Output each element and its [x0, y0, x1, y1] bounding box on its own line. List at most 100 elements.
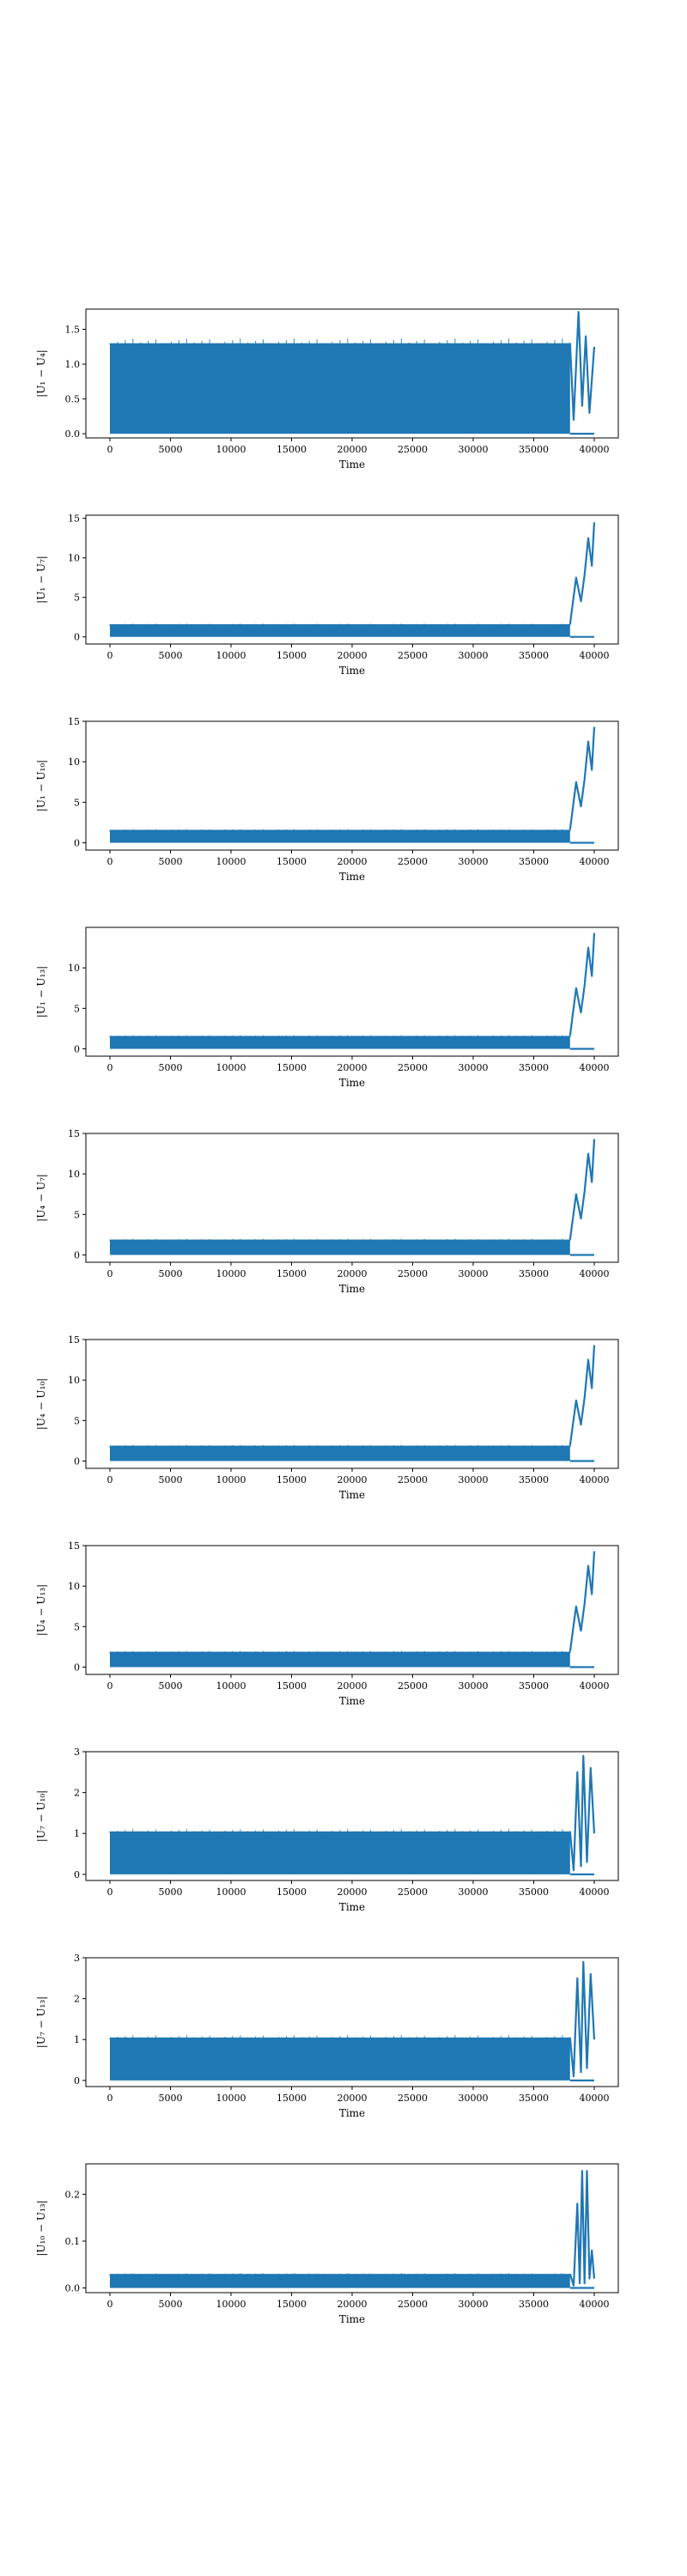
x-axis-label: Time [339, 1901, 365, 1913]
x-tick-label: 10000 [216, 1474, 246, 1485]
x-tick-label: 25000 [398, 1474, 428, 1485]
y-axis-label: |U₄ − U₇| [35, 1174, 47, 1222]
x-tick-label: 0 [107, 1062, 113, 1073]
y-tick-label: 5 [74, 1415, 80, 1426]
x-tick-label: 15000 [277, 1268, 307, 1279]
y-tick-label: 2 [74, 1994, 80, 2005]
x-tick-label: 35000 [519, 856, 549, 867]
y-tick-label: 2 [74, 1788, 80, 1799]
x-tick-label: 10000 [216, 2093, 246, 2104]
x-tick-label: 25000 [398, 1680, 428, 1692]
subplot-7: 0 5000 10000 15000 20000 25000 30000 35000 40000… [35, 1540, 619, 1707]
x-tick-label: 40000 [580, 1474, 610, 1485]
subplot-8: 0 5000 10000 15000 20000 25000 30000 35000 40000… [35, 1747, 619, 1913]
x-axis-label: Time [339, 1489, 365, 1501]
y-tick-label: 1 [74, 1828, 80, 1839]
y-tick-label: 15 [68, 1334, 80, 1346]
y-tick-label: 5 [74, 592, 80, 604]
x-tick-label: 35000 [519, 650, 549, 661]
x-tick-label: 10000 [216, 1268, 246, 1279]
y-tick-label: 15 [68, 1540, 80, 1552]
series-band [110, 1651, 570, 1668]
y-tick-label: 0 [74, 632, 80, 643]
subplot-3: 0 5000 10000 15000 20000 25000 30000 35000 40000… [35, 716, 619, 883]
x-tick-label: 35000 [519, 444, 549, 455]
x-tick-label: 0 [107, 1268, 113, 1279]
x-tick-label: 5000 [159, 1268, 183, 1279]
y-tick-label: 15 [68, 513, 80, 525]
x-tick-label: 40000 [580, 444, 610, 455]
y-tick-label: 0.5 [65, 394, 81, 405]
x-tick-label: 35000 [519, 1268, 549, 1279]
series-band [110, 1036, 570, 1049]
series-band [110, 1239, 570, 1255]
y-tick-label: 10 [68, 1375, 80, 1386]
band-texture [109, 2035, 571, 2039]
x-tick-label: 5000 [159, 1886, 183, 1898]
x-tick-label: 0 [107, 2299, 113, 2310]
x-axis-label: Time [339, 1695, 365, 1707]
band-texture [109, 1035, 571, 1038]
series-band [110, 1831, 570, 1874]
x-tick-label: 5000 [159, 2299, 183, 2310]
x-tick-label: 0 [107, 444, 113, 455]
series-band [110, 829, 570, 843]
x-tick-label: 5000 [159, 1680, 183, 1692]
x-tick-label: 30000 [459, 650, 489, 661]
y-tick-label: 10 [68, 963, 80, 974]
x-tick-label: 5000 [159, 1474, 183, 1485]
y-tick-label: 15 [68, 716, 80, 727]
x-tick-label: 40000 [580, 1680, 610, 1692]
y-axis-label: |U₇ − U₁₃| [35, 1996, 47, 2048]
x-tick-label: 5000 [159, 856, 183, 867]
x-tick-label: 10000 [216, 2299, 246, 2310]
y-tick-label: 0 [74, 1662, 80, 1674]
x-tick-label: 20000 [337, 1680, 368, 1692]
y-tick-label: 0 [74, 1456, 80, 1467]
y-axis-label: |U₁₀ − U₁₃| [35, 2200, 47, 2256]
x-tick-label: 20000 [337, 1268, 368, 1279]
subplot-2: 0 5000 10000 15000 20000 25000 30000 35000 40000… [35, 513, 619, 677]
x-tick-label: 40000 [580, 1062, 610, 1073]
x-tick-label: 30000 [459, 1474, 489, 1485]
series-end-segment [568, 933, 596, 1036]
y-tick-label: 3 [74, 1747, 80, 1758]
x-axis-label: Time [339, 2107, 365, 2119]
x-tick-label: 5000 [159, 1062, 183, 1073]
x-tick-label: 30000 [459, 1886, 489, 1898]
x-tick-label: 20000 [337, 2299, 368, 2310]
x-tick-label: 20000 [337, 1886, 368, 1898]
y-tick-label: 10 [68, 1169, 80, 1180]
y-tick-label: 15 [68, 1128, 80, 1139]
x-axis-label: Time [339, 2313, 365, 2325]
x-tick-label: 15000 [277, 1062, 307, 1073]
x-axis-label: Time [339, 871, 365, 883]
series-end-segment [568, 1551, 596, 1652]
band-texture [109, 1829, 571, 1833]
x-tick-label: 15000 [277, 856, 307, 867]
x-tick-label: 20000 [337, 444, 368, 455]
y-tick-label: 0.0 [65, 2283, 81, 2294]
y-tick-label: 0 [74, 1044, 80, 1055]
x-tick-label: 35000 [519, 2093, 549, 2104]
series-end-segment [568, 1345, 596, 1446]
series-end-segment [568, 726, 596, 830]
series-band [110, 343, 570, 434]
x-tick-label: 25000 [398, 856, 428, 867]
x-tick-label: 30000 [459, 1268, 489, 1279]
subplot-10: 0 5000 10000 15000 20000 25000 30000 35000 40000… [35, 2163, 619, 2325]
x-tick-label: 25000 [398, 1268, 428, 1279]
x-tick-label: 20000 [337, 650, 368, 661]
x-axis-label: Time [339, 665, 365, 677]
y-axis-label: |U₁ − U₇| [35, 556, 47, 604]
x-tick-label: 20000 [337, 856, 368, 867]
x-tick-label: 10000 [216, 444, 246, 455]
x-tick-label: 15000 [277, 1474, 307, 1485]
y-axis-label: |U₁ − U₁₀| [35, 760, 47, 811]
y-tick-label: 1.0 [65, 359, 81, 370]
y-axis-label: |U₇ − U₁₀| [35, 1790, 47, 1842]
series-end-segment [568, 2170, 596, 2287]
series-end-segment [568, 1754, 596, 1872]
x-tick-label: 40000 [580, 650, 610, 661]
y-tick-label: 5 [74, 1003, 80, 1014]
